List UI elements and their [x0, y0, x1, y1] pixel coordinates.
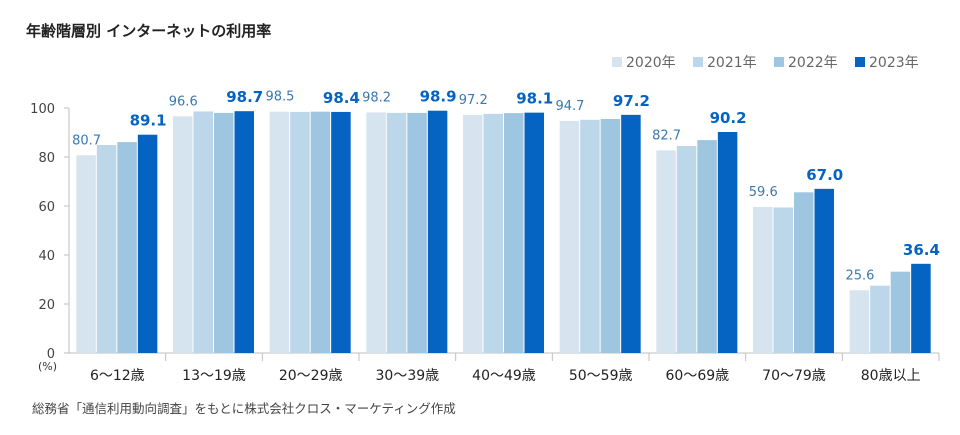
bar-2022年	[794, 192, 814, 353]
bar-2020年	[173, 116, 193, 353]
bar-2021年	[870, 285, 890, 353]
bar-2022年	[117, 142, 137, 353]
bar-2023年	[234, 111, 254, 353]
bar-2023年	[717, 132, 738, 353]
bar-2022年	[407, 112, 427, 354]
bar-2023年	[137, 134, 158, 353]
legend-label: 2023年	[869, 55, 919, 71]
chart-title: 年齢階層別 インターネットの利用率	[26, 22, 272, 40]
bar-2023年	[814, 188, 834, 353]
bar-2023年	[524, 112, 544, 353]
y-tick-label: 100	[30, 102, 55, 117]
legend-swatch	[612, 57, 622, 67]
bar-2020年	[849, 290, 870, 353]
y-tick-label: 40	[38, 249, 55, 264]
y-tick-label: 80	[38, 151, 55, 166]
bar-2022年	[890, 271, 911, 353]
bar-2023年	[427, 110, 448, 353]
x-tick-label: 20〜29歳	[279, 368, 343, 384]
y-axis-unit: (%)	[38, 360, 58, 373]
legend-swatch	[693, 57, 703, 67]
bar-2020年	[76, 155, 96, 353]
data-label: 97.2	[459, 93, 488, 108]
x-tick-label: 6〜12歳	[90, 368, 145, 384]
data-label: 98.2	[362, 90, 391, 105]
x-tick-label: 60〜69歳	[666, 368, 730, 384]
data-label: 98.9	[420, 88, 457, 106]
bar-2022年	[214, 112, 234, 354]
data-label: 59.6	[749, 185, 778, 200]
bar-2021年	[580, 119, 600, 353]
data-label: 67.0	[806, 166, 843, 184]
bar-2022年	[504, 113, 524, 354]
legend-label: 2022年	[788, 55, 838, 71]
bar-2022年	[310, 111, 331, 353]
data-label: 80.7	[72, 133, 101, 148]
bar-2021年	[483, 113, 503, 353]
x-tick-label: 50〜59歳	[569, 368, 633, 384]
x-tick-label: 40〜49歳	[472, 368, 536, 384]
data-label: 96.6	[169, 94, 198, 109]
legend-swatch	[774, 57, 784, 67]
bar-2021年	[193, 111, 213, 354]
data-label: 82.7	[652, 128, 681, 143]
data-label: 98.7	[226, 88, 263, 106]
bar-2020年	[559, 120, 580, 353]
bar-2021年	[290, 111, 310, 353]
data-label: 98.1	[516, 90, 553, 108]
data-label: 25.6	[845, 268, 874, 283]
bar-2022年	[600, 119, 621, 354]
y-tick-label: 0	[47, 347, 55, 362]
data-label: 94.7	[555, 99, 584, 114]
bar-2020年	[463, 114, 483, 353]
bar-2020年	[366, 112, 386, 353]
bar-2021年	[386, 112, 407, 354]
data-label: 98.4	[323, 89, 360, 107]
bar-2023年	[911, 263, 931, 353]
bar-2020年	[269, 111, 290, 353]
legend-label: 2020年	[626, 55, 676, 71]
bar-2023年	[621, 114, 641, 353]
source-note: 総務省「通信利用動向調査」をもとに株式会社クロス・マーケティング作成	[32, 401, 456, 416]
y-tick-label: 60	[38, 200, 55, 215]
bar-2020年	[656, 150, 676, 353]
data-label: 98.5	[265, 90, 294, 105]
bar-2023年	[331, 111, 351, 353]
legend-label: 2021年	[707, 55, 757, 71]
x-tick-label: 70〜79歳	[762, 368, 826, 384]
x-tick-label: 13〜19歳	[182, 368, 246, 384]
data-label: 90.2	[710, 109, 747, 127]
bar-2021年	[676, 145, 697, 353]
bar-2020年	[753, 206, 773, 353]
y-tick-label: 20	[38, 298, 55, 313]
legend-swatch	[855, 57, 865, 67]
x-tick-label: 80歳以上	[861, 368, 921, 384]
data-label: 97.2	[613, 92, 650, 110]
data-label: 36.4	[903, 241, 940, 259]
bar-2021年	[773, 207, 793, 353]
data-label: 89.1	[130, 112, 167, 130]
x-tick-label: 30〜39歳	[376, 368, 440, 384]
bar-2021年	[96, 144, 117, 353]
bar-2022年	[697, 140, 717, 353]
